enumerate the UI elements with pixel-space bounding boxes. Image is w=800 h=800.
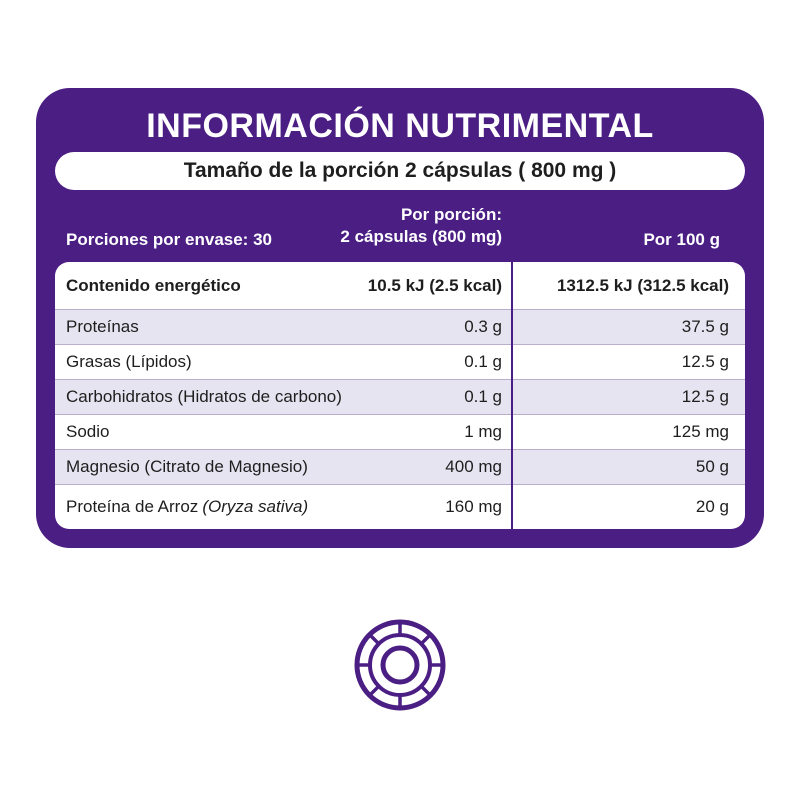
nutrient-name: Sodio	[66, 422, 110, 441]
nutrition-table: Contenido energético 10.5 kJ (2.5 kcal) …	[55, 262, 745, 529]
table-row: Proteínas 0.3 g 37.5 g	[55, 310, 745, 345]
nutrient-name: Carbohidratos (Hidratos de carbono)	[66, 387, 342, 406]
per-100g-value: 50 g	[695, 457, 729, 476]
column-divider	[511, 262, 513, 529]
per-100g-value: 12.5 g	[681, 387, 729, 406]
per-portion-value: 0.1 g	[464, 352, 502, 371]
nutrient-name: Contenido energético	[66, 275, 241, 295]
table-row: Proteína de Arroz (Oryza sativa) 160 mg …	[55, 485, 745, 529]
nutrient-name-text: Proteína de Arroz	[66, 497, 199, 516]
nutrient-name: Proteínas	[66, 317, 139, 336]
per-portion-value: 0.1 g	[464, 387, 502, 406]
per-portion-header-line1: Por porción:	[400, 205, 502, 224]
serving-size: Tamaño de la porción 2 cápsulas ( 800 mg…	[55, 152, 745, 190]
per-portion-header-line2: 2 cápsulas (800 mg)	[340, 227, 502, 246]
per-portion-value: 400 mg	[445, 457, 502, 476]
table-row: Grasas (Lípidos) 0.1 g 12.5 g	[55, 345, 745, 380]
per-portion-value: 0.3 g	[464, 317, 502, 336]
per-portion-value: 160 mg	[445, 497, 502, 516]
concentric-ring-logo-icon	[354, 619, 446, 711]
per-100g-header: Por 100 g	[643, 230, 720, 249]
nutrient-scientific-name: (Oryza sativa)	[202, 497, 309, 516]
per-portion-value: 10.5 kJ (2.5 kcal)	[367, 275, 502, 295]
table-row: Contenido energético 10.5 kJ (2.5 kcal) …	[55, 262, 745, 310]
per-100g-value: 1312.5 kJ (312.5 kcal)	[556, 275, 729, 295]
per-100g-value: 125 mg	[672, 422, 729, 441]
nutrient-name: Proteína de Arroz (Oryza sativa)	[66, 485, 308, 529]
table-row: Carbohidratos (Hidratos de carbono) 0.1 …	[55, 380, 745, 415]
per-portion-value: 1 mg	[464, 422, 502, 441]
table-row: Magnesio (Citrato de Magnesio) 400 mg 50…	[55, 450, 745, 485]
label-title: INFORMACIÓN NUTRIMENTAL	[146, 107, 654, 145]
nutrient-name: Grasas (Lípidos)	[66, 352, 192, 371]
per-portion-header: Por porción: 2 cápsulas (800 mg)	[340, 204, 502, 248]
table-row: Sodio 1 mg 125 mg	[55, 415, 745, 450]
servings-per-container: Porciones por envase: 30	[66, 230, 272, 249]
per-100g-value: 20 g	[695, 497, 729, 516]
nutrient-name: Magnesio (Citrato de Magnesio)	[66, 457, 308, 476]
per-100g-value: 12.5 g	[681, 352, 729, 371]
per-100g-value: 37.5 g	[681, 317, 729, 336]
